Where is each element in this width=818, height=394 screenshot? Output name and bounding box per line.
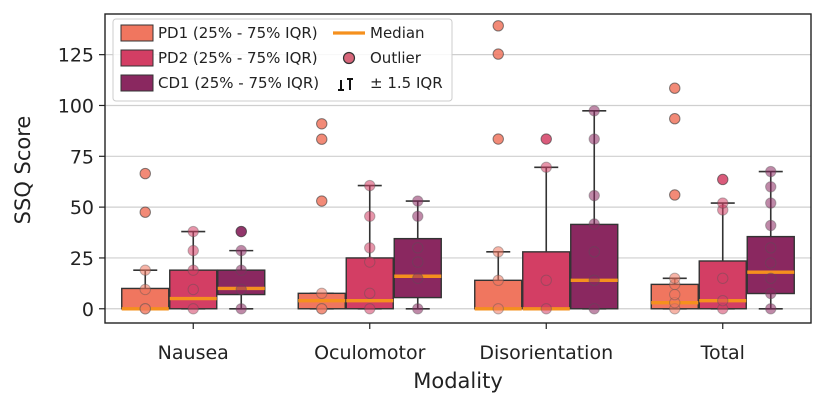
point-total-s2-1 <box>717 294 729 307</box>
point-total-s3-1 <box>765 287 777 300</box>
point-total-s2-4 <box>717 197 729 209</box>
outlier-total-s1-2 <box>669 82 681 94</box>
box-disorientation-s3 <box>570 223 619 310</box>
point-disorientation-s3-4 <box>588 189 600 202</box>
y-tick-label-75: 75 <box>70 146 94 168</box>
legend-label-pd1: PD1 (25% - 75% IQR) <box>158 24 318 42</box>
y-tick-label-100: 100 <box>58 95 94 117</box>
point-oculomotor-s2-2 <box>364 256 376 268</box>
outlier-oculomotor-s1-1 <box>316 133 328 145</box>
point-disorientation-s1-1 <box>492 274 504 287</box>
y-tick-label-50: 50 <box>70 197 94 219</box>
y-axis-title: SSQ Score <box>11 116 35 225</box>
point-total-s3-4 <box>765 242 777 254</box>
point-oculomotor-s3-3 <box>412 242 424 254</box>
point-disorientation-s3-5 <box>588 133 600 145</box>
point-total-s3-5 <box>765 219 777 232</box>
point-disorientation-s3-3 <box>588 218 600 230</box>
x-axis-title: Modality <box>413 369 503 393</box>
point-total-s3-8 <box>765 165 777 178</box>
outlier-nausea-s1-0 <box>139 206 151 218</box>
point-oculomotor-s1-2 <box>316 287 328 300</box>
point-nausea-s2-4 <box>187 225 199 238</box>
outlier-total-s1-1 <box>669 112 681 125</box>
legend-whisker-icon <box>338 78 353 91</box>
legend-label-outlier: Outlier <box>370 49 422 67</box>
point-total-s3-3 <box>765 257 777 269</box>
point-oculomotor-s3-1 <box>412 272 424 284</box>
point-oculomotor-s2-1 <box>364 287 376 300</box>
legend-label-cd1: CD1 (25% - 75% IQR) <box>158 74 319 92</box>
outlier-disorientation-s2-0 <box>540 133 552 145</box>
point-oculomotor-s2-0 <box>364 303 376 315</box>
x-tick-label-oculomotor: Oculomotor <box>314 342 426 364</box>
point-oculomotor-s3-4 <box>412 210 424 222</box>
point-disorientation-s3-2 <box>588 246 600 258</box>
outlier-oculomotor-s1-2 <box>316 118 328 130</box>
point-disorientation-s3-0 <box>588 303 600 315</box>
point-oculomotor-s3-2 <box>412 256 424 268</box>
plot-area-frame <box>104 13 812 324</box>
point-oculomotor-s3-5 <box>412 195 424 207</box>
point-disorientation-s2-2 <box>540 161 552 173</box>
x-axis-ticks: Nausea Oculomotor Disorientation Total <box>158 323 745 364</box>
x-tick-label-disorientation: Disorientation <box>479 342 613 364</box>
outlier-nausea-s1-1 <box>139 167 151 180</box>
legend-label-whisker: ± 1.5 IQR <box>370 74 443 92</box>
outlier-disorientation-s1-1 <box>492 48 504 60</box>
point-nausea-s2-1 <box>187 283 199 296</box>
point-oculomotor-s2-5 <box>364 179 376 192</box>
point-oculomotor-s1-1 <box>316 303 328 315</box>
point-nausea-s2-3 <box>187 244 199 257</box>
point-nausea-s2-0 <box>187 303 199 315</box>
point-nausea-s1-2 <box>139 283 151 296</box>
point-disorientation-s1-2 <box>492 246 504 258</box>
point-total-s1-2 <box>669 288 681 301</box>
point-nausea-s3-2 <box>235 264 247 276</box>
point-oculomotor-s2-3 <box>364 242 376 254</box>
point-total-s3-7 <box>765 181 777 193</box>
outlier-disorientation-s1-0 <box>492 133 504 145</box>
outlier-nausea-s3-0 <box>235 225 247 238</box>
point-nausea-s1-3 <box>139 264 151 276</box>
point-nausea-s1-1 <box>139 303 151 315</box>
y-tick-label-0: 0 <box>82 299 94 321</box>
y-tick-label-25: 25 <box>70 248 94 270</box>
point-total-s3-2 <box>765 272 777 284</box>
boxes <box>121 109 795 311</box>
outlier-oculomotor-s1-0 <box>316 195 328 207</box>
outlier-total-s1-0 <box>669 189 681 201</box>
point-disorientation-s3-1 <box>588 274 600 287</box>
legend: PD1 (25% - 75% IQR) PD2 (25% - 75% IQR) … <box>112 18 453 102</box>
point-nausea-s3-1 <box>235 283 247 296</box>
y-axis-ticks: 0 25 50 75 100 125 <box>58 45 105 321</box>
legend-outlier-marker <box>342 51 356 65</box>
legend-swatch-pd1 <box>120 24 154 42</box>
outlier-total-s2-0 <box>717 173 729 186</box>
point-total-s3-6 <box>765 197 777 209</box>
point-total-s1-4 <box>669 272 681 284</box>
y-tick-label-125: 125 <box>58 45 94 67</box>
point-oculomotor-s2-4 <box>364 210 376 222</box>
point-total-s2-2 <box>717 272 729 284</box>
data-points <box>139 20 777 315</box>
point-disorientation-s1-0 <box>492 303 504 315</box>
legend-swatch-pd2 <box>120 49 154 67</box>
legend-frame <box>112 18 453 102</box>
x-tick-label-total: Total <box>700 342 745 364</box>
point-nausea-s3-3 <box>235 244 247 257</box>
legend-swatch-cd1 <box>120 74 154 92</box>
point-disorientation-s3-6 <box>588 105 600 117</box>
point-total-s3-0 <box>765 303 777 315</box>
outlier-disorientation-s1-2 <box>492 20 504 32</box>
point-oculomotor-s3-0 <box>412 303 424 315</box>
x-tick-label-nausea: Nausea <box>158 342 229 364</box>
point-disorientation-s2-1 <box>540 274 552 287</box>
legend-label-pd2: PD2 (25% - 75% IQR) <box>158 49 318 67</box>
point-nausea-s2-2 <box>187 264 199 276</box>
legend-label-median: Median <box>370 24 425 42</box>
point-nausea-s3-0 <box>235 303 247 315</box>
point-disorientation-s2-0 <box>540 303 552 315</box>
